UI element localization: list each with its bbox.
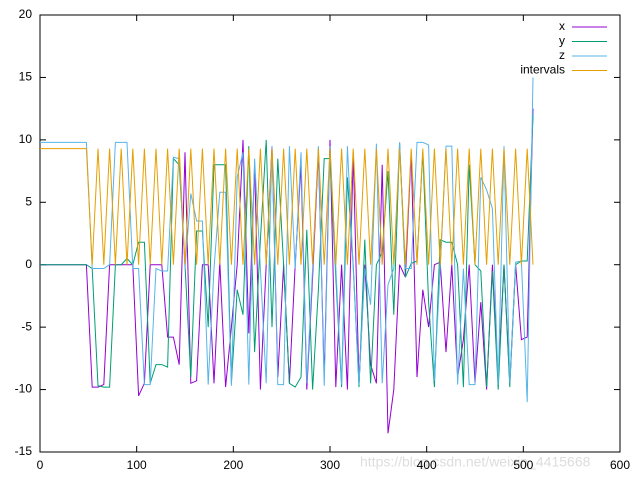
legend-label: z [559,48,565,62]
y-tick-label: 5 [25,194,32,208]
y-tick-label: 10 [19,132,33,146]
y-tick-label: -10 [15,382,33,396]
legend-label: y [559,34,565,48]
x-tick-label: 600 [610,458,630,472]
y-tick-label: 20 [19,7,33,21]
legend-label: x [559,19,565,33]
x-tick-label: 100 [127,458,147,472]
watermark: https://blog.csdn.net/weixin_4415668 [360,454,591,470]
series-line [40,148,534,265]
y-tick-label: 0 [25,257,32,271]
x-tick-label: 500 [513,458,533,472]
x-tick-label: 300 [320,458,340,472]
y-tick-label: -5 [21,319,32,333]
y-tick-label: -15 [15,444,33,458]
x-tick-label: 400 [417,458,437,472]
legend-label: intervals [520,63,565,77]
x-tick-label: 200 [223,458,243,472]
series-line [40,77,534,403]
x-tick-label: 0 [37,458,44,472]
y-tick-label: 15 [19,70,33,84]
